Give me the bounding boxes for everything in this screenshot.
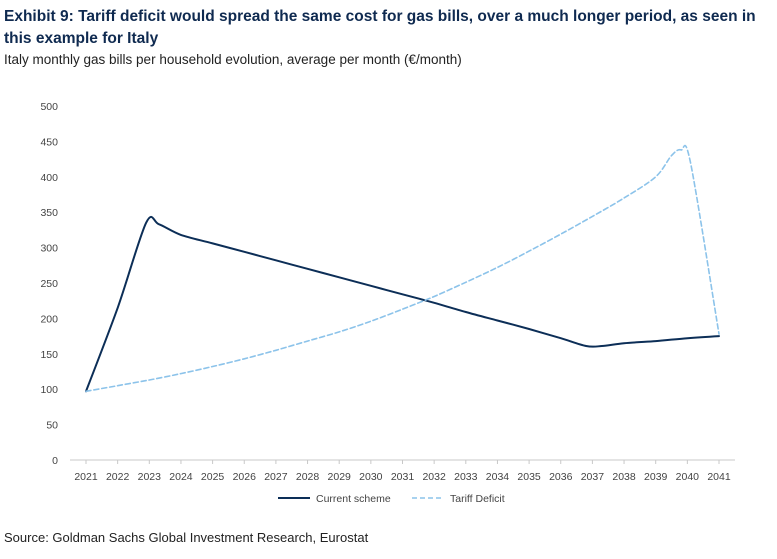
- x-tick-label: 2038: [612, 471, 636, 483]
- legend-current-scheme: Current scheme: [278, 493, 391, 505]
- y-tick-label: 450: [40, 136, 58, 148]
- x-tick-label: 2022: [106, 471, 130, 483]
- source-note: Source: Goldman Sachs Global Investment …: [4, 530, 369, 545]
- x-tick-label: 2032: [422, 471, 446, 483]
- x-tick-label: 2041: [707, 471, 731, 483]
- y-tick-label: 50: [46, 420, 58, 432]
- x-tick-label: 2023: [138, 471, 162, 483]
- y-tick-label: 200: [40, 313, 58, 325]
- x-tick-label: 2030: [359, 471, 383, 483]
- x-tick-label: 2026: [233, 471, 257, 483]
- y-tick-label: 0: [52, 455, 58, 467]
- x-tick-label: 2040: [676, 471, 700, 483]
- x-tick-label: 2029: [328, 471, 352, 483]
- x-tick-label: 2025: [201, 471, 225, 483]
- y-tick-label: 150: [40, 349, 58, 361]
- series-line-current-scheme: [85, 215, 720, 393]
- x-tick-label: 2027: [264, 471, 288, 483]
- x-tick-label: 2031: [391, 471, 415, 483]
- y-tick-label: 400: [40, 172, 58, 184]
- legend-label: Tariff Deficit: [450, 493, 505, 505]
- y-tick-label: 100: [40, 384, 58, 396]
- x-tick-label: 2028: [296, 471, 320, 483]
- x-tick-label: 2037: [581, 471, 605, 483]
- x-tick-label: 2036: [549, 471, 573, 483]
- legend-label: Current scheme: [316, 493, 391, 505]
- y-tick-label: 300: [40, 243, 58, 255]
- x-tick-label: 2021: [74, 471, 98, 483]
- series-line-tariff-deficit: [85, 144, 720, 393]
- x-tick-label: 2039: [644, 471, 668, 483]
- x-tick-label: 2033: [454, 471, 478, 483]
- x-tick-label: 2034: [486, 471, 510, 483]
- y-tick-label: 250: [40, 278, 58, 290]
- y-tick-label: 500: [40, 101, 58, 113]
- chart-title: Exhibit 9: Tariff deficit would spread t…: [4, 8, 756, 47]
- y-tick-label: 350: [40, 207, 58, 219]
- legend-tariff-deficit: Tariff Deficit: [412, 493, 505, 505]
- x-tick-label: 2024: [169, 471, 193, 483]
- chart-subtitle: Italy monthly gas bills per household ev…: [4, 52, 462, 67]
- x-tick-label: 2035: [517, 471, 541, 483]
